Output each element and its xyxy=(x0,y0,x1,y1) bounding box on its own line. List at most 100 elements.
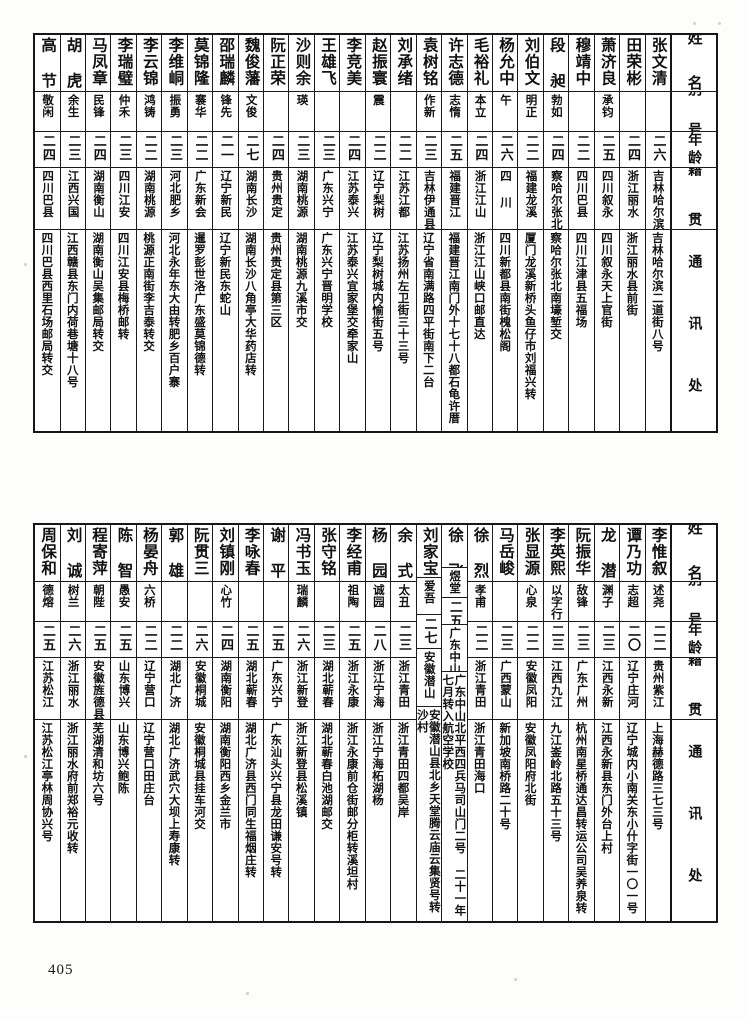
text-age: 二二 xyxy=(650,624,666,652)
cell-name: 马岳峻 xyxy=(493,525,517,581)
text-address: 桃源正南街李吉泰转交 xyxy=(142,232,157,352)
roster-entry-column-24[interactable]: 胡 虎余生 二三 江西兴国 江西赣县东门内荷巷塘十八号 xyxy=(59,35,85,431)
roster-entry-column-10[interactable]: 刘家宝 爱吾 二七 安徽潜山 安徽潜山县北乡天堂腾云庙云集贤号转沙村 xyxy=(415,525,442,921)
roster-entry-column-8[interactable]: 徐 烈孝甫 二二 浙江青田 浙江青田海口 xyxy=(466,525,492,921)
text-origin: 江苏江都 xyxy=(397,170,412,218)
roster-entry-column-11[interactable]: 刘承绪 二二 江苏江都 江苏扬州左卫街三十三号 xyxy=(390,35,416,431)
text-alias: 褰华 xyxy=(193,94,208,118)
cell-origin: 辽宁新民 xyxy=(213,167,238,229)
text-address: 辽宁新民东蛇山 xyxy=(218,232,233,316)
roster-entry-column-15[interactable]: 冯书玉 瑞麟 二六 浙江新登 浙江新登县松溪镇 xyxy=(288,525,314,921)
text-address: 吉林哈尔滨二道街八号 xyxy=(650,232,665,352)
roster-entry-column-14[interactable]: 张守铭 二三 湖北蕲春 湖北蕲春白池湖邮交 xyxy=(313,525,340,921)
text-age: 年龄 xyxy=(686,131,703,167)
cell-name: 莫锦隆 xyxy=(188,35,212,91)
cell-address: 浙江新登县松溪镇 xyxy=(289,719,314,921)
cell-origin: 浙江永康 xyxy=(340,657,365,719)
roster-entry-column-3[interactable]: 萧济良 承钧 二五 四川叙永 四川叙永天上官街 xyxy=(593,35,620,431)
cell-alias xyxy=(187,581,213,621)
roster-entry-column-3[interactable]: 龙 潜渊子 二三 江西永新 江西永新县东门外台上村 xyxy=(593,525,620,921)
cell-address: 安徽桐城县挂车河交 xyxy=(187,719,213,921)
roster-entry-column-19[interactable]: 莫锦隆 褰华 二二 广东新会 暹罗彭世洛广东盛莫锦德转 xyxy=(186,35,213,431)
roster-entry-column-12[interactable]: 杨 园诚园 二八 浙江宁海 浙江宁海柘湖杨 xyxy=(364,525,391,921)
roster-entry-column-10[interactable]: 袁树铭 作新 二三 吉林伊通县 辽宁省南满路四平街南下二台 xyxy=(415,35,442,431)
roster-entry-column-13[interactable]: 李竞美 二四 江苏泰兴 江苏泰兴宜家堡交牵家山 xyxy=(339,35,365,431)
roster-entry-column-2[interactable]: 田荣彬 二四 浙江丽水 浙江丽水县前街 xyxy=(619,35,645,431)
roster-entry-column-23[interactable]: 程寄萍 朝陛 二五 安徽旌德县 芜湖清和坊六号 xyxy=(84,525,111,921)
roster-entry-column-18[interactable]: 刘镇刚 心竹 二四 湖南衡阳 湖南衡阳西乡金兰市 xyxy=(212,525,238,921)
cell-alias xyxy=(340,91,365,131)
roster-entry-column-6[interactable]: 张显源 心泉 二二 安徽凤阳 安徽凤阳府北街 xyxy=(517,525,543,921)
text-age: 二七 xyxy=(243,134,259,162)
cell-alias xyxy=(264,91,289,131)
text-name: 李经甫 xyxy=(344,527,363,577)
cell-name: 陈 智 xyxy=(111,525,135,581)
cell-age: 二五 xyxy=(442,131,467,167)
scan-speckle xyxy=(693,22,696,25)
roster-entry-column-15[interactable]: 沙则余瑛二三 湖南桃源 湖南桃源九溪市交 xyxy=(288,35,314,431)
cell-address: 江苏松江亭林周协兴号 xyxy=(35,719,60,921)
cell-address: 四川江津县五福场 xyxy=(569,229,594,431)
roster-entry-column-14[interactable]: 王雄飞 二三 广东兴宁 广东兴宁晋明学校 xyxy=(313,35,340,431)
roster-entry-column-22[interactable]: 陈 智愚安 二五 山东博兴 山东博兴鲍陈 xyxy=(110,525,136,921)
roster-entry-column-5[interactable]: 李英熙 以字行 二三 江西九江 九江崟岭北路五十三号 xyxy=(542,525,569,921)
cell-name: 李竞美 xyxy=(340,35,364,91)
roster-entry-column-20[interactable]: 李维峒 振勇 二三 河北肥乡 河北永年东大由转肥乡百户寨 xyxy=(161,35,187,431)
roster-entry-column-17[interactable]: 魏俊藩 文俊 二七 湖南长沙 湖南长沙八角亭大华药店转 xyxy=(237,35,263,431)
roster-entry-column-9[interactable]: 许志德 志惰 二五 福建晋江 福建晋江南门外十七十八都石龟许厝 xyxy=(441,35,467,431)
text-address: 浙江青田海口 xyxy=(472,722,487,794)
cell-name: 刘伯文 xyxy=(518,35,542,91)
roster-entry-column-1[interactable]: 李惟叙 述尧 二二 贵州紫江 上海赫德路三七三号 xyxy=(644,525,670,921)
text-origin: 浙江青田 xyxy=(397,660,412,708)
cell-age: 二四 xyxy=(467,131,492,167)
roster-entry-column-2[interactable]: 谭乃功 志超 二〇 辽宁庄河 辽宁城内小南关东小什字街一〇一号 xyxy=(619,525,645,921)
roster-entry-column-4[interactable]: 穆靖中 二二 四川巴县 四川江津县五福场 xyxy=(568,35,594,431)
roster-entry-column-4[interactable]: 阮振华 敌锋 二三 广东广州 杭州南星桥通达昌转运公司吴养泉转 xyxy=(568,525,594,921)
text-name: 阮正荣 xyxy=(268,37,287,87)
text-origin: 浙江青田 xyxy=(473,660,488,708)
text-address: 九江崟岭北路五十三号 xyxy=(549,722,564,842)
roster-entry-column-8[interactable]: 毛裕礼 本立 二四 浙江江山 浙江江山峡口邮直达 xyxy=(466,35,492,431)
text-name: 李咏春 xyxy=(242,527,261,577)
roster-entry-column-1[interactable]: 张文清 二六 吉林哈尔滨 吉林哈尔滨二道街八号 xyxy=(644,35,670,431)
cell-name: 刘家宝 xyxy=(417,525,441,577)
text-age: 二六 xyxy=(192,624,208,652)
text-address: 四川巴县西里石场邮局转交 xyxy=(40,232,55,376)
roster-entry-column-23[interactable]: 马凤章 民锋 二四 湖南衡山 湖南衡山吴集邮局转交 xyxy=(84,35,111,431)
text-name: 刘 诚 xyxy=(64,527,83,579)
roster-entry-column-25[interactable]: 周保和 德熔 二五 江苏松江 江苏松江亭林周协兴号 xyxy=(35,525,60,921)
roster-entry-column-25[interactable]: 高 节敬闲 二四 四川巴县 四川巴县西里石场邮局转交 xyxy=(35,35,60,431)
text-alias: 诚园 xyxy=(371,584,386,608)
roster-entry-column-9[interactable]: 徐 飞煜堂 二五 广东中山 广东中山北平西四兵马司山门二号 二十一年七月转入航空学校 xyxy=(441,525,467,921)
cell-address: 浙江永康前仓街邮分柜转溪坦村 xyxy=(340,719,365,921)
roster-entry-column-19[interactable]: 阮贯三 二六 安徽桐城 安徽桐城县挂车河交 xyxy=(186,525,213,921)
text-address: 湖北蕲春白池湖邮交 xyxy=(320,722,335,830)
text-origin: 四川叙永 xyxy=(600,170,615,218)
roster-entry-column-5[interactable]: 段 昶勃如 二四 察哈尔张北 察哈尔张北南壕堑交 xyxy=(542,35,569,431)
roster-entry-column-24[interactable]: 刘 诚树兰 二六 浙江丽水 浙江丽水府前郑裕元收转 xyxy=(59,525,85,921)
roster-entry-column-18[interactable]: 邵瑞麟 锋先 二一 辽宁新民 辽宁新民东蛇山 xyxy=(212,35,238,431)
roster-entry-column-16[interactable]: 阮正荣 二四 贵州贵定 贵州贵定县第三区 xyxy=(263,35,289,431)
cell-name: 刘 诚 xyxy=(61,525,85,581)
roster-entry-column-7[interactable]: 杨允中午二六四 川四川新都县南街槐松阁 xyxy=(491,35,518,431)
text-name: 马凤章 xyxy=(90,37,109,87)
text-age: 二三 xyxy=(294,134,310,162)
roster-entry-column-16[interactable]: 谢 平二五 广东兴宁 广东汕头兴宁县龙田谦安号转 xyxy=(263,525,289,921)
cell-address: 通 讯 处 xyxy=(672,229,716,431)
roster-entry-column-20[interactable]: 郭 雄二二 湖北广济 湖北广济武穴大坝上寿康转 xyxy=(161,525,187,921)
roster-entry-column-22[interactable]: 李瑞璧 仲禾 二三 四川江安 四川江安县梅桥邮转 xyxy=(110,35,136,431)
cell-address: 芜湖清和坊六号 xyxy=(85,719,111,921)
cell-address: 广东兴宁晋明学校 xyxy=(314,229,340,431)
roster-entry-column-7[interactable]: 马岳峻 二三 广西蒙山 新加坡南桥路二十号 xyxy=(491,525,518,921)
text-origin: 浙江新登 xyxy=(295,660,310,708)
roster-entry-column-13[interactable]: 李经甫 祖陶 二五 浙江永康 浙江永康前仓街邮分柜转溪坦村 xyxy=(339,525,365,921)
roster-entry-column-21[interactable]: 杨晏舟 六桥 二二 辽宁营口 辽宁营口田庄台 xyxy=(135,525,162,921)
roster-entry-column-6[interactable]: 刘伯文 明正 二二 福建龙溪 厦门龙溪新桥头鱼仔市刘福兴转 xyxy=(517,35,543,431)
text-name: 张显源 xyxy=(522,527,541,577)
roster-entry-column-21[interactable]: 李云锦 鸿铸 二二 湖南桃源 桃源正南街李吉泰转交 xyxy=(135,35,162,431)
roster-entry-column-12[interactable]: 赵振寰震二二 辽宁梨树 辽宁梨树城内愉街五号 xyxy=(364,35,391,431)
roster-entry-column-17[interactable]: 李咏春 二五 湖北蕲春 湖北广济县西门同生福烟庄转 xyxy=(237,525,263,921)
text-age: 二七 xyxy=(421,617,437,646)
roster-entry-column-11[interactable]: 余 式太丑 二三 浙江青田 浙江青田四都吴岸 xyxy=(390,525,416,921)
text-alias: 渊子 xyxy=(600,584,615,608)
